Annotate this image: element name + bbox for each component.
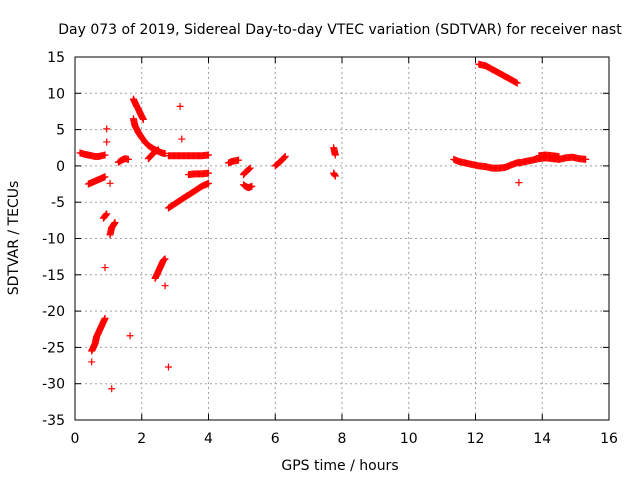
data-point [205,169,212,177]
x-tick-label: 12 [467,431,485,447]
data-point [555,152,563,160]
data-point [280,154,288,162]
x-tick-labels: 0 2 4 6 8 10 12 14 16 [71,431,618,447]
data-points [76,60,590,393]
data-point [176,102,184,110]
y-tick-label: 0 [56,159,65,175]
x-tick-label: 14 [533,431,551,447]
data-point [101,314,109,322]
data-point [103,125,111,133]
data-point [205,151,212,159]
data-point [103,138,111,146]
data-point [281,153,289,161]
x-tick-label: 0 [71,431,80,447]
data-point [331,172,339,180]
y-tick-label: 10 [47,86,65,102]
grid-lines [75,57,609,420]
y-tick-label: -15 [42,268,65,284]
y-tick-label: 5 [56,123,65,139]
y-tick-label: 15 [47,50,65,66]
x-tick-label: 16 [600,431,618,447]
data-point [246,164,254,172]
data-point [513,79,521,87]
data-point [245,166,253,174]
data-point [331,151,339,159]
data-point [108,385,116,393]
data-point [205,179,212,187]
data-point [515,179,523,187]
data-point [126,332,134,340]
plot-frame [74,56,610,421]
data-point [281,152,289,160]
x-tick-label: 8 [338,431,347,447]
data-point [161,255,169,263]
x-axis-label: GPS time / hours [281,458,398,474]
data-point [101,151,109,159]
data-point [111,219,119,227]
data-point [124,155,132,163]
y-tick-label: -5 [51,195,65,211]
data-point [178,135,186,143]
data-point [88,358,96,366]
x-tick-label: 10 [400,431,418,447]
data-point [103,210,111,218]
y-tick-label: -25 [42,340,65,356]
data-point [235,156,243,164]
y-tick-labels: -35 -30 -25 -20 -15 -10 -5 0 5 10 15 [42,50,65,429]
y-tick-label: -30 [42,377,65,393]
y-tick-label: -10 [42,232,65,248]
data-point [101,173,109,181]
data-point [161,282,169,290]
data-point [159,256,167,264]
data-point [101,264,109,272]
data-point [106,179,114,187]
data-point [160,256,168,264]
data-point [245,165,253,173]
data-point [164,363,172,371]
data-point [154,146,162,154]
y-tick-label: -35 [42,413,65,429]
y-axis-label: SDTVAR / TECUs [6,181,22,296]
data-point [582,155,590,163]
x-tick-label: 4 [204,431,213,447]
x-tick-label: 2 [137,431,146,447]
data-point [139,115,147,123]
y-tick-label: -20 [42,304,65,320]
data-point [248,182,256,190]
x-tick-label: 6 [271,431,280,447]
chart-title: Day 073 of 2019, Sidereal Day-to-day VTE… [58,22,622,38]
